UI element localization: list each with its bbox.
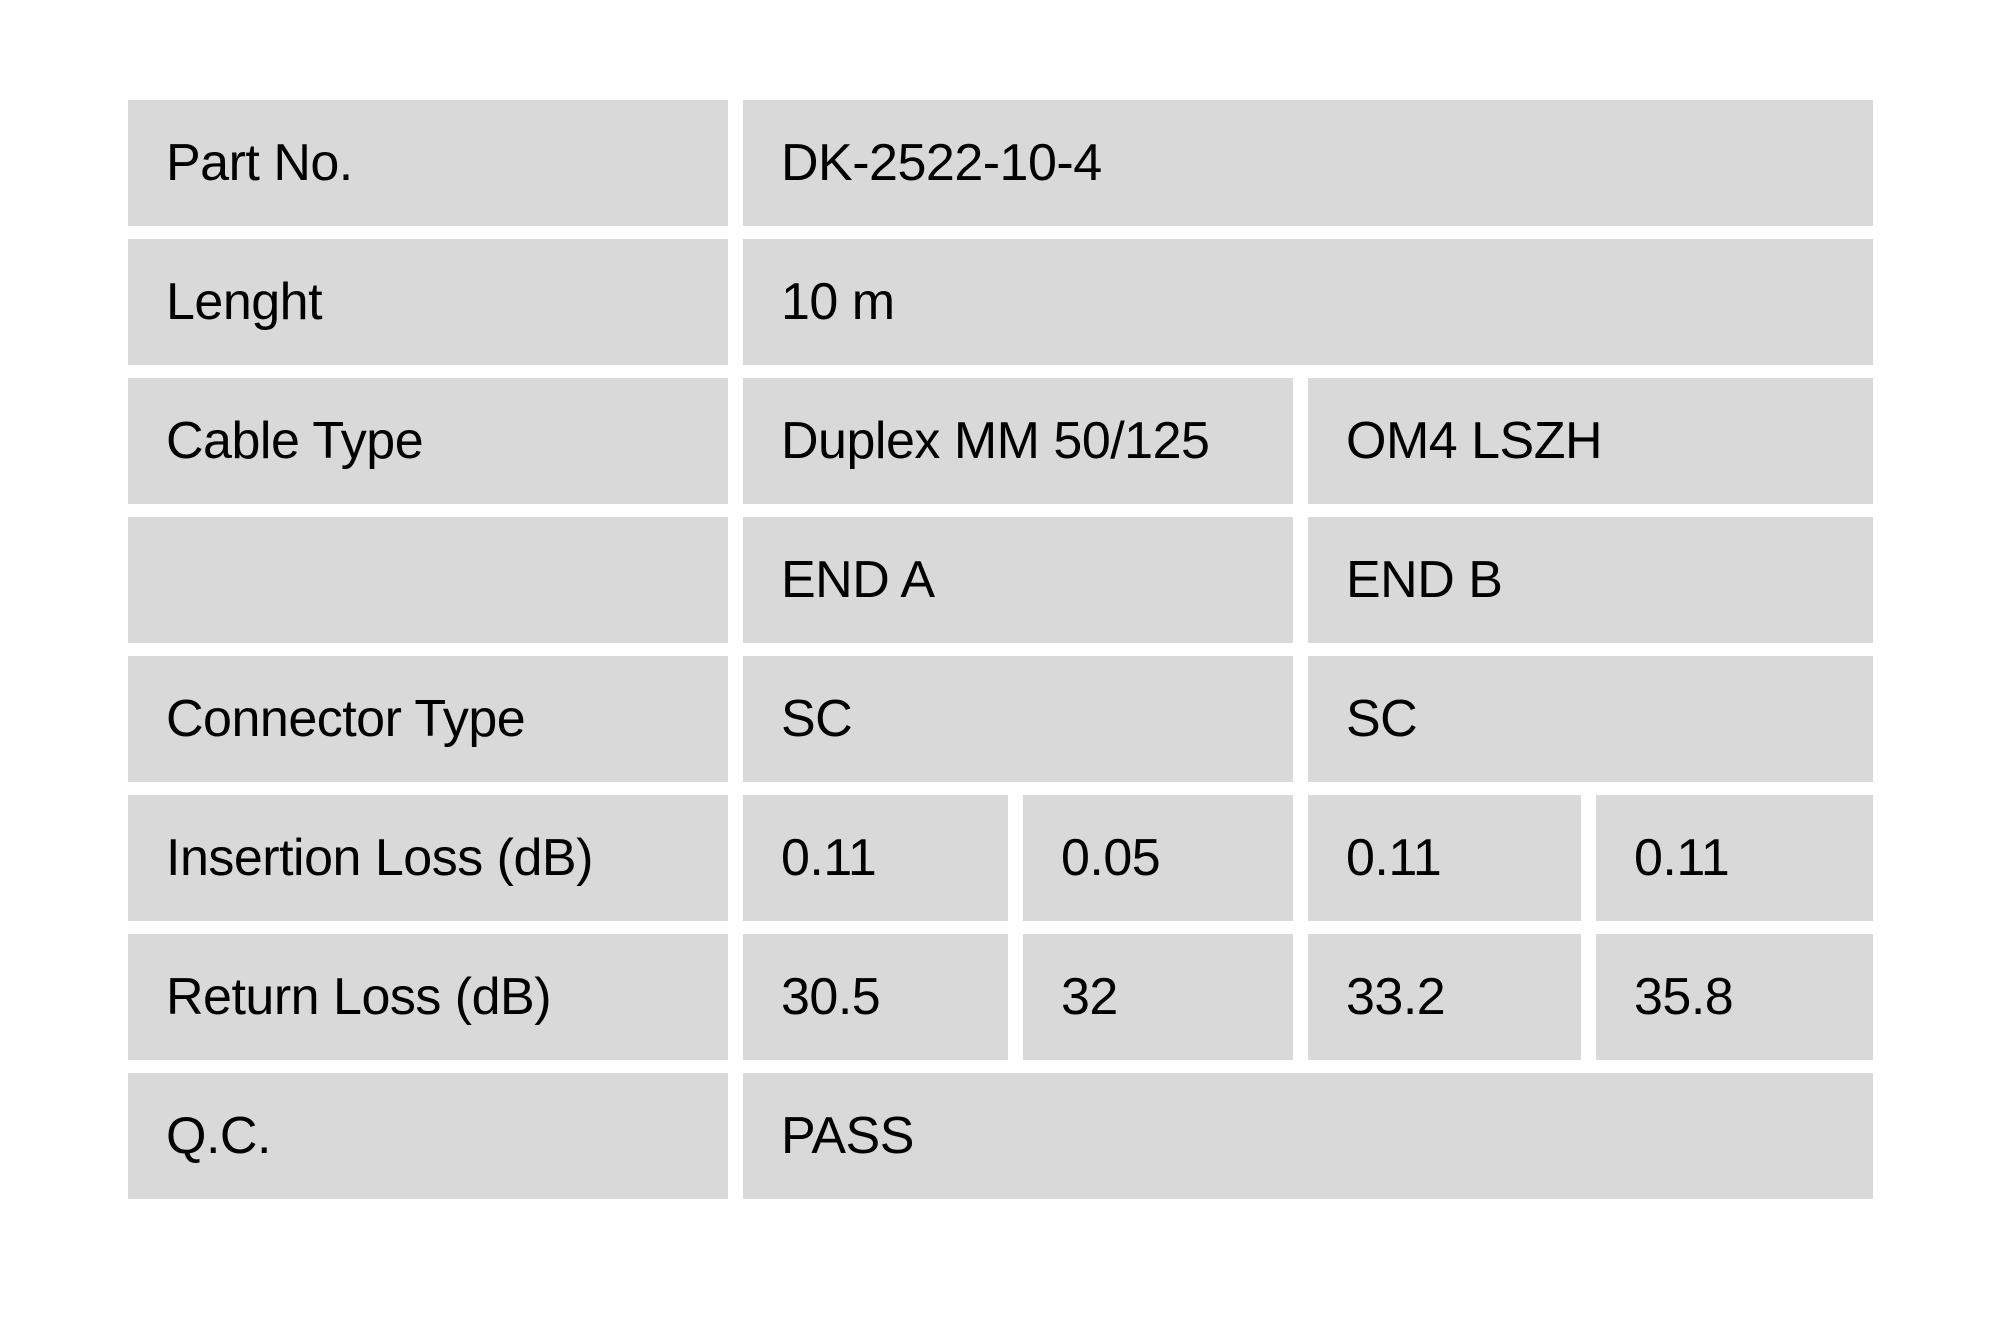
insertion-loss-label: Insertion Loss (dB)	[128, 795, 728, 921]
return-loss-label: Return Loss (dB)	[128, 934, 728, 1060]
insertion-loss-end-b-fiber2: 0.11	[1596, 795, 1873, 921]
length-label: Lenght	[128, 239, 728, 365]
return-loss-end-b-fiber1: 33.2	[1308, 934, 1581, 1060]
cable-type-end-b-value: OM4 LSZH	[1308, 378, 1873, 504]
length-value: 10 m	[743, 239, 1873, 365]
ends-header-empty-cell	[128, 517, 728, 643]
return-loss-end-a-fiber1: 30.5	[743, 934, 1008, 1060]
part-no-value: DK-2522-10-4	[743, 100, 1873, 226]
end-b-header: END B	[1308, 517, 1873, 643]
cable-type-end-a-value: Duplex MM 50/125	[743, 378, 1293, 504]
qc-label: Q.C.	[128, 1073, 728, 1199]
return-loss-end-b-fiber2: 35.8	[1596, 934, 1873, 1060]
insertion-loss-end-b-fiber1: 0.11	[1308, 795, 1581, 921]
insertion-loss-end-a-fiber2: 0.05	[1023, 795, 1293, 921]
connector-type-end-b-value: SC	[1308, 656, 1873, 782]
qc-value: PASS	[743, 1073, 1873, 1199]
connector-type-end-a-value: SC	[743, 656, 1293, 782]
end-a-header: END A	[743, 517, 1293, 643]
insertion-loss-end-a-fiber1: 0.11	[743, 795, 1008, 921]
connector-type-label: Connector Type	[128, 656, 728, 782]
cable-type-label: Cable Type	[128, 378, 728, 504]
spec-table: Part No. DK-2522-10-4 Lenght 10 m Cable …	[128, 100, 1873, 1199]
return-loss-end-a-fiber2: 32	[1023, 934, 1293, 1060]
part-no-label: Part No.	[128, 100, 728, 226]
